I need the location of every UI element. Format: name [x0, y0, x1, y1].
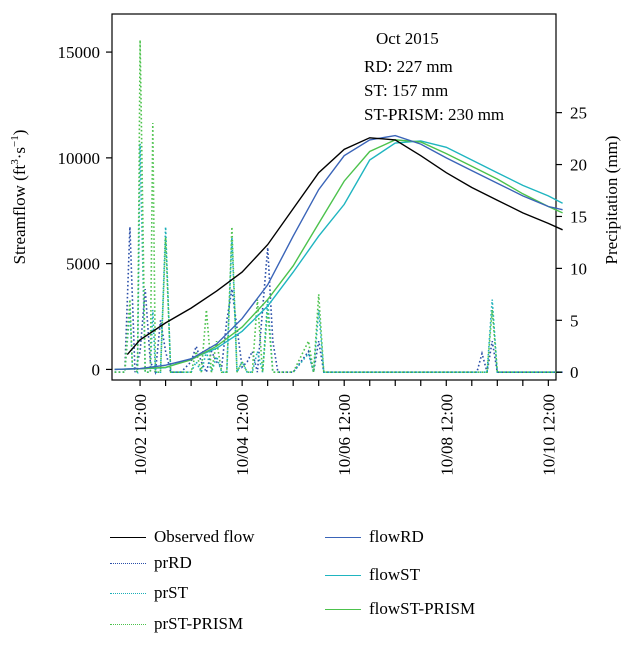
x-tick-label: 10/04 12:00 [233, 394, 252, 476]
annotation-line: ST-PRISM: 230 mm [364, 105, 504, 124]
legend-label: prST [154, 583, 188, 602]
legend: Observed flow prRD prST prST-PRISM flowRD flo… [110, 526, 630, 644]
x-tick-label: 10/10 12:00 [539, 394, 558, 476]
series-line-flowst [114, 140, 563, 371]
y-axis-right-label: Precipitation (mm) [602, 136, 621, 265]
legend-label: flowST [369, 565, 420, 584]
y-right-tick-label: 15 [570, 207, 587, 226]
y-right-tick-label: 0 [570, 363, 579, 382]
series-line-flowst-prism [114, 139, 563, 371]
ticks-layer: 0 5000 10000 15000 0 5 10 15 20 25 10/02 12:00 10/0… [58, 43, 588, 476]
y-right-tick-label: 5 [570, 311, 579, 330]
legend-label: prRD [154, 553, 192, 572]
x-tick-label: 10/08 12:00 [437, 394, 456, 476]
annotation-line: RD: 227 mm [364, 57, 453, 76]
legend-item: flowRD [325, 526, 424, 548]
legend-label: flowRD [369, 527, 424, 546]
series-line-observed-flow [126, 137, 563, 356]
y-left-tick-label: 15000 [58, 43, 101, 62]
axes [111, 13, 557, 381]
plot-frame [111, 13, 557, 381]
legend-item: flowST [325, 564, 420, 586]
legend-label: flowST-PRISM [369, 599, 476, 618]
legend-item: Observed flow [110, 526, 255, 548]
x-tick-label: 10/02 12:00 [131, 394, 150, 476]
series-layer [114, 39, 563, 376]
legend-swatch [110, 536, 146, 538]
legend-swatch [325, 608, 361, 610]
annotation-line: ST: 157 mm [364, 81, 448, 100]
annotation-block: Oct 2015 RD: 227 mm ST: 157 mm ST-PRISM:… [364, 29, 504, 124]
legend-swatch [110, 592, 146, 594]
y-left-tick-label: 10000 [58, 149, 101, 168]
legend-label: prST-PRISM [154, 614, 244, 633]
y-left-tick-label: 0 [92, 360, 101, 379]
legend-swatch [110, 623, 146, 625]
legend-item: prRD [110, 552, 192, 574]
y-right-tick-label: 25 [570, 104, 587, 123]
y-right-tick-label: 20 [570, 156, 587, 175]
y-axis-left-label: Streamflow (ft3·s−1) [9, 130, 29, 265]
legend-item: flowST-PRISM [325, 598, 475, 620]
series-line-prst-prism [114, 39, 563, 375]
axis-labels: Streamflow (ft3·s−1) Precipitation (mm) [9, 130, 621, 265]
legend-label: Observed flow [154, 527, 255, 546]
legend-swatch [110, 562, 146, 564]
legend-item: prST [110, 582, 188, 604]
y-left-tick-label: 5000 [66, 255, 100, 274]
y-right-tick-label: 10 [570, 259, 587, 278]
legend-swatch [325, 536, 361, 538]
legend-item: prST-PRISM [110, 613, 243, 635]
legend-swatch [325, 574, 361, 576]
annotation-title: Oct 2015 [376, 29, 439, 48]
series-line-flowrd [114, 134, 563, 371]
x-tick-label: 10/06 12:00 [335, 394, 354, 476]
